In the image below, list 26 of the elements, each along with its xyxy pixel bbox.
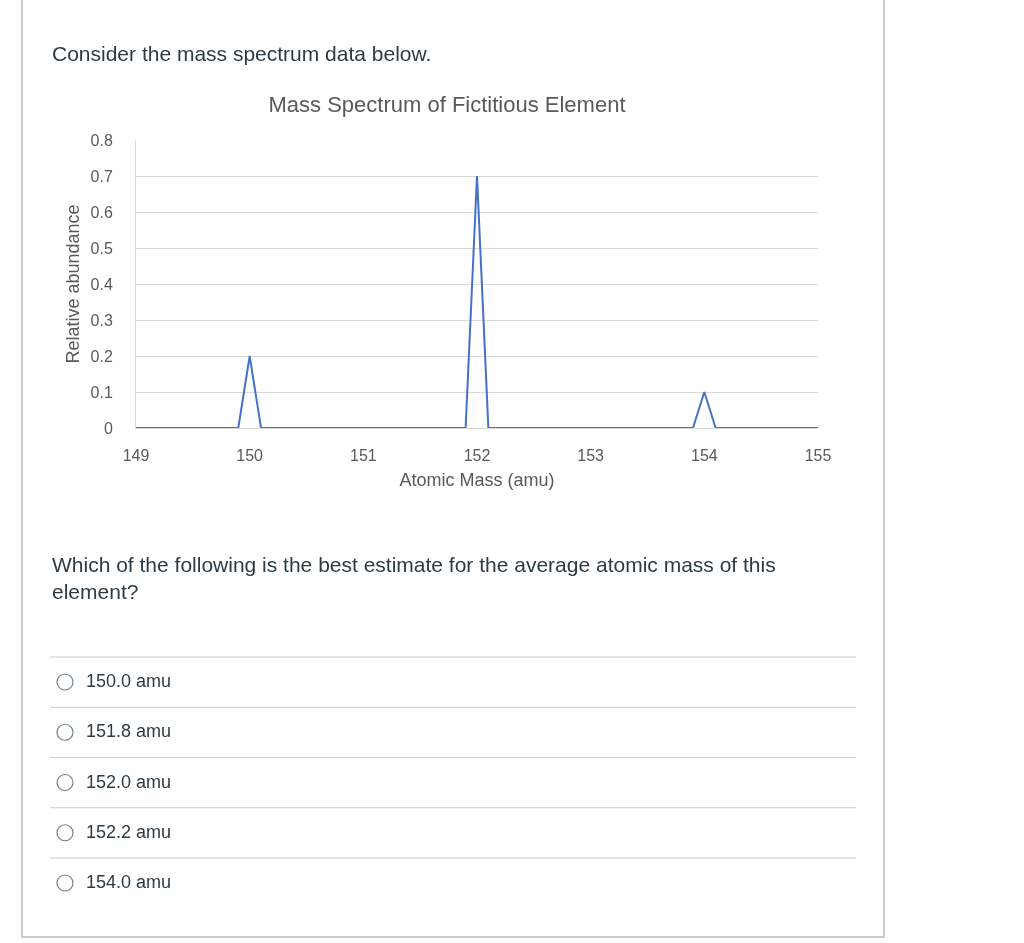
text: Consider the mass spectrum data below. xyxy=(52,42,432,65)
y-tick-label: 0.1 xyxy=(90,383,113,401)
x-tick-label: 152 xyxy=(463,447,491,465)
x-tick-label: 154 xyxy=(690,447,718,465)
x-tick-label: 153 xyxy=(577,447,605,465)
y-tick-label: 0.3 xyxy=(90,311,113,329)
y-tick-label: 0.4 xyxy=(90,275,113,293)
x-tick-label: 155 xyxy=(804,447,832,465)
text: 150.0 amu xyxy=(86,671,172,691)
y-tick-label: 0.8 xyxy=(90,131,113,149)
y-tick-label: 0.7 xyxy=(90,167,113,185)
x-tick-label: 149 xyxy=(122,447,150,465)
text: Which of the following is the best estimate for the average atomic mass of this element? xyxy=(52,553,776,604)
text: 152.2 amu xyxy=(86,822,172,842)
y-tick-label: 0.5 xyxy=(90,239,113,257)
chart-title: Mass Spectrum of Fictitious Element xyxy=(268,91,626,117)
x-axis-title: Atomic Mass (amu) xyxy=(399,470,555,491)
y-axis-title: Relative abundance xyxy=(62,204,83,364)
y-tick-label: 0 xyxy=(103,419,113,437)
x-tick-label: 150 xyxy=(236,447,264,465)
y-tick-label: 0.2 xyxy=(90,347,113,365)
text: 152.0 amu xyxy=(86,772,172,792)
text: 151.8 amu xyxy=(86,721,172,741)
x-tick-label: 151 xyxy=(349,447,377,465)
y-tick-label: 0.6 xyxy=(90,203,113,221)
text: 154.0 amu xyxy=(86,872,172,892)
